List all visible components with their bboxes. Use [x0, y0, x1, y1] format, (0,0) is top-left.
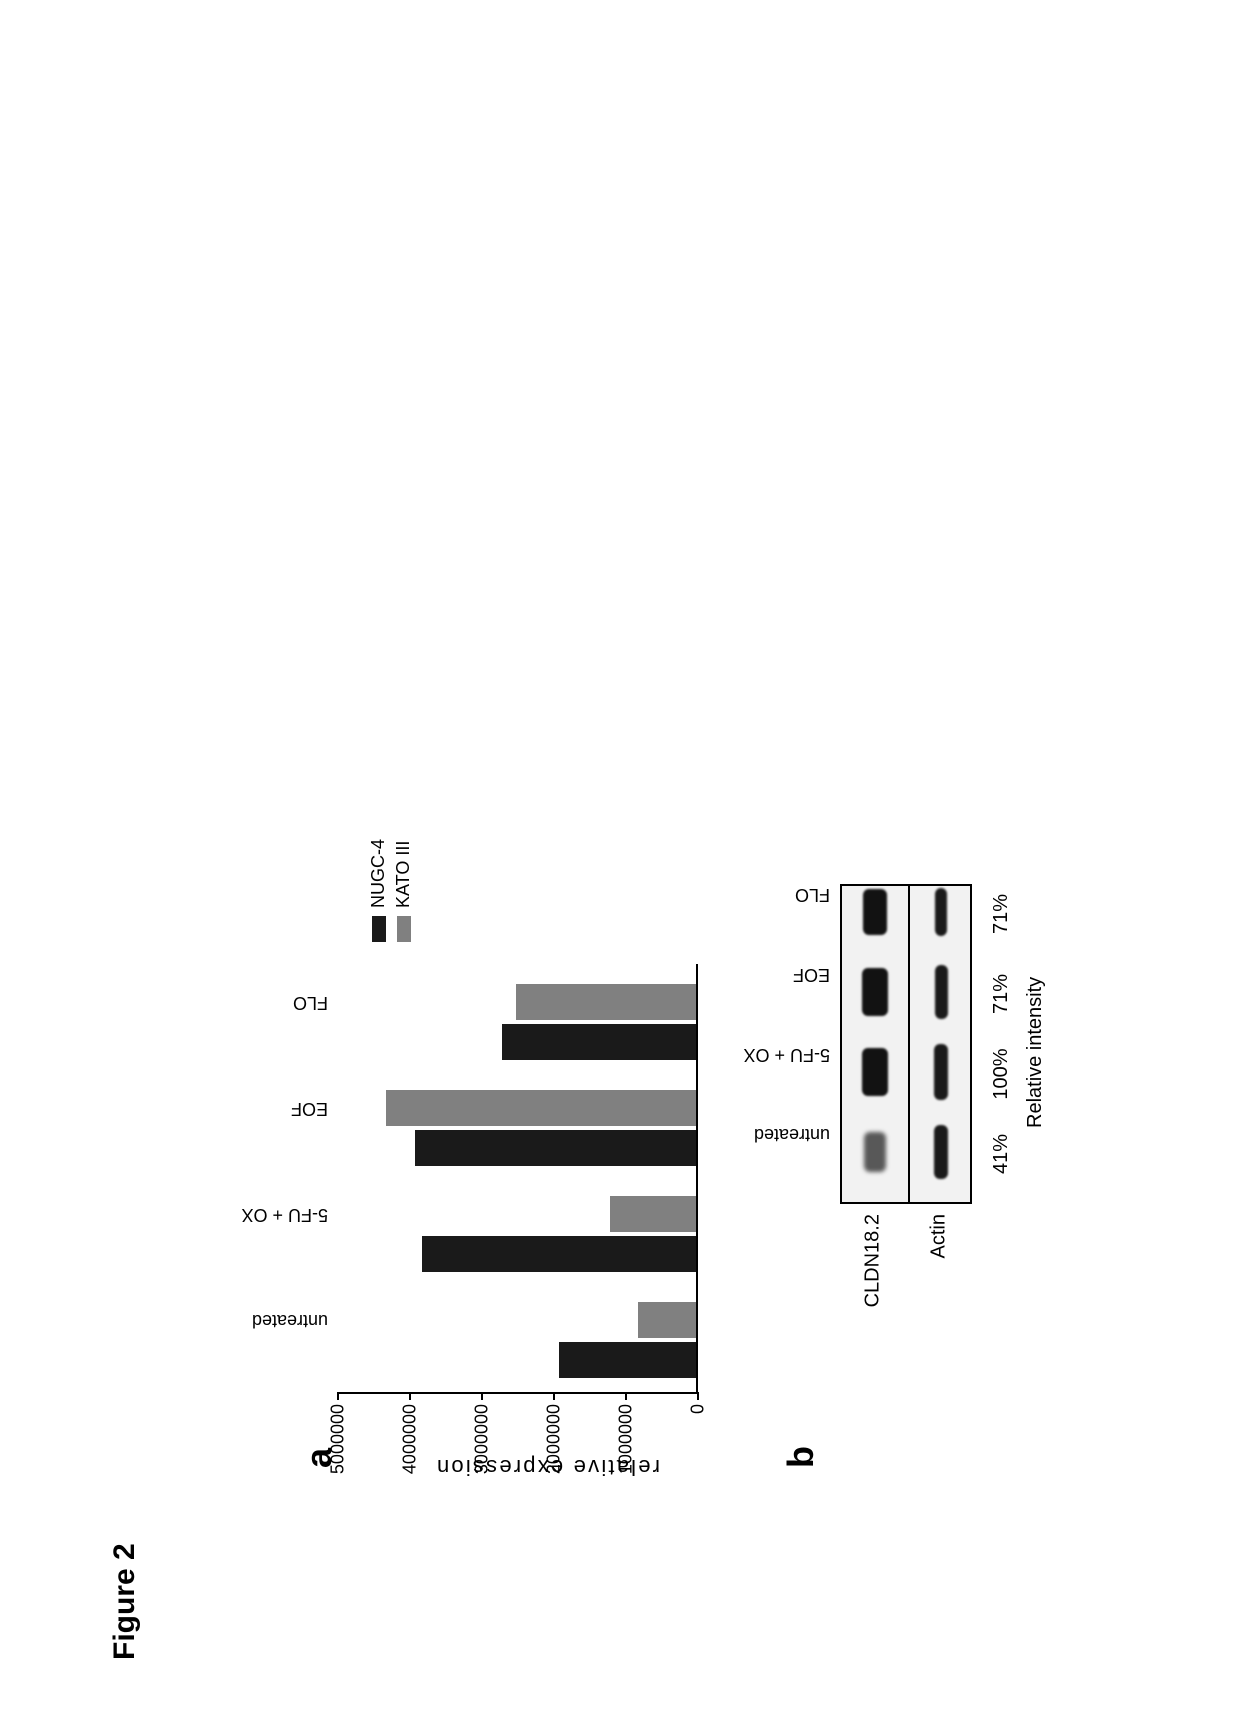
y-tick-label: 5000000: [328, 1392, 349, 1474]
blot-band: [863, 889, 887, 935]
bar: [559, 1342, 696, 1378]
blot-band: [935, 965, 948, 1019]
x-category-label: FLO: [293, 992, 328, 1013]
y-axis-title: relative expression: [435, 1454, 660, 1480]
legend: NUGC-4KATO III: [368, 839, 418, 942]
figure-title: Figure 2: [108, 1543, 142, 1660]
bar: [610, 1196, 696, 1232]
blot-row-divider: [908, 886, 910, 1202]
bar: [422, 1236, 696, 1272]
legend-item: NUGC-4: [368, 839, 389, 942]
legend-item: KATO III: [393, 839, 414, 942]
legend-label: NUGC-4: [368, 839, 389, 908]
blot-col-label: EOF: [793, 964, 830, 985]
x-category-label: 5-FU + OX: [241, 1204, 328, 1225]
blot-band: [864, 1132, 886, 1172]
intensity-value: 41%: [990, 1134, 1013, 1174]
blot-col-label: FLO: [795, 884, 830, 905]
intensity-value: 71%: [990, 894, 1013, 934]
blot-row-label: CLDN18.2: [862, 1204, 885, 1307]
intensity-value: 100%: [990, 1048, 1013, 1099]
bar: [638, 1302, 696, 1338]
blot-band: [862, 1048, 888, 1096]
bar: [516, 984, 696, 1020]
blot-band: [935, 888, 947, 936]
blot-row-label: Actin: [928, 1204, 951, 1258]
plot-area: 010000002000000300000040000005000000 unt…: [338, 964, 698, 1394]
intensity-value: 71%: [990, 974, 1013, 1014]
intensity-title: Relative intensity: [1024, 977, 1047, 1128]
x-category-label: EOF: [291, 1098, 328, 1119]
bar-chart: 010000002000000300000040000005000000 unt…: [338, 964, 698, 1394]
bar: [502, 1024, 696, 1060]
blot-band: [934, 1044, 948, 1100]
blot-col-label: untreated: [754, 1124, 830, 1145]
blot-col-label: 5-FU + OX: [743, 1044, 830, 1065]
y-tick-label: 0: [688, 1392, 709, 1414]
legend-swatch: [397, 916, 411, 942]
legend-label: KATO III: [393, 841, 414, 908]
x-category-label: untreated: [252, 1310, 328, 1331]
bar: [386, 1090, 696, 1126]
panel-b-label: b: [780, 1446, 822, 1468]
y-tick-label: 4000000: [400, 1392, 421, 1474]
blot-band: [862, 968, 888, 1016]
legend-swatch: [372, 916, 386, 942]
blot-box: [840, 884, 972, 1204]
bar: [415, 1130, 696, 1166]
blot-band: [934, 1125, 948, 1179]
western-blot: CLDN18.2Actin untreated5-FU + OXEOFFLO 4…: [840, 884, 1060, 1204]
